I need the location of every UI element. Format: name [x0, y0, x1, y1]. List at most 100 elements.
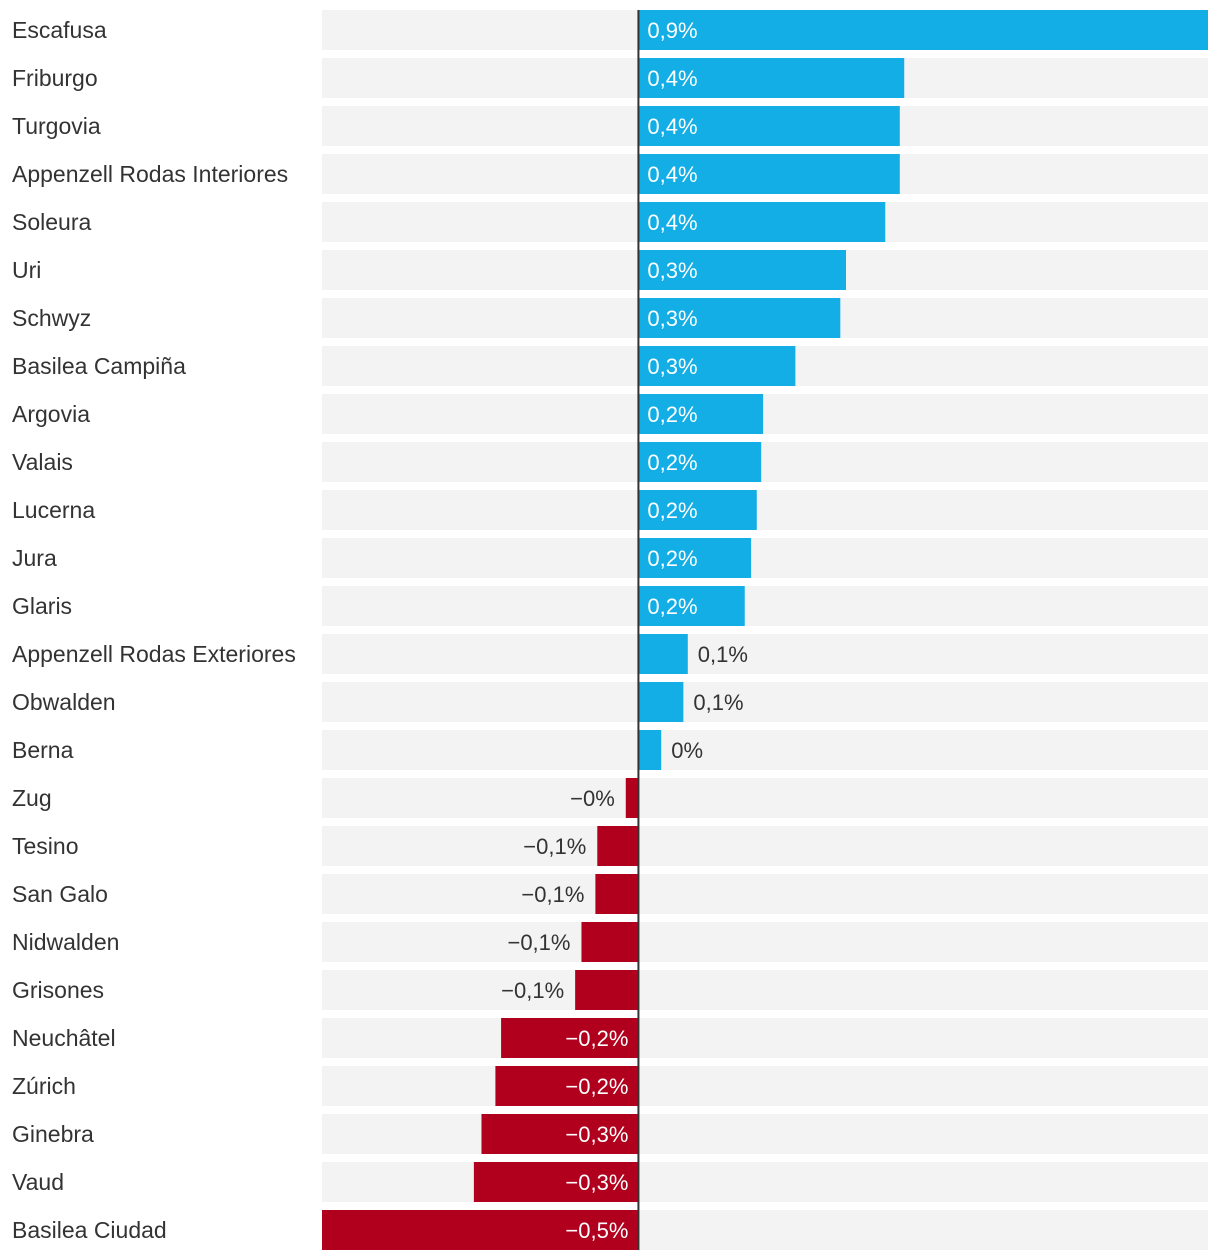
- category-label: Neuchâtel: [12, 1025, 116, 1051]
- bar-track: [322, 1066, 1208, 1106]
- bar: [638, 586, 745, 626]
- category-label: Appenzell Rodas Exteriores: [12, 641, 296, 667]
- value-label: 0,2%: [647, 546, 697, 571]
- bar-track: [322, 874, 1208, 914]
- bar-row: Lucerna 0,2%: [12, 490, 1208, 530]
- category-label: San Galo: [12, 881, 108, 907]
- bar: [638, 730, 662, 770]
- bar-row: Zúrich −0,2%: [12, 1066, 1208, 1106]
- value-label: −0,2%: [565, 1026, 628, 1051]
- bar-row: Nidwalden −0,1%: [12, 922, 1208, 962]
- value-label: 0,3%: [647, 258, 697, 283]
- bar: [638, 682, 684, 722]
- category-label: Nidwalden: [12, 929, 119, 955]
- value-label: −0,3%: [565, 1122, 628, 1147]
- bar: [638, 394, 764, 434]
- value-label: 0,3%: [647, 354, 697, 379]
- value-label: 0,4%: [647, 66, 697, 91]
- bar-row: Neuchâtel −0,2%: [12, 1018, 1208, 1058]
- bar: [581, 922, 639, 962]
- value-label: −0,2%: [565, 1074, 628, 1099]
- bar-row: Appenzell Rodas Interiores 0,4%: [12, 154, 1208, 194]
- value-label: −0,5%: [565, 1218, 628, 1243]
- value-label: 0,2%: [647, 594, 697, 619]
- category-label: Basilea Ciudad: [12, 1217, 167, 1243]
- bar-track: [322, 826, 1208, 866]
- value-label: 0%: [671, 738, 703, 763]
- bar-track: [322, 394, 1208, 434]
- bar-row: Glaris 0,2%: [12, 586, 1208, 626]
- bar-row: Zug −0%: [12, 778, 1208, 818]
- category-label: Turgovia: [12, 113, 101, 139]
- category-label: Friburgo: [12, 65, 98, 91]
- bar-track: [322, 634, 1208, 674]
- category-label: Glaris: [12, 593, 72, 619]
- bar-row: Appenzell Rodas Exteriores 0,1%: [12, 634, 1208, 674]
- bar-row: Escafusa 0,9%: [12, 10, 1208, 50]
- category-label: Zúrich: [12, 1073, 76, 1099]
- bar-track: [322, 730, 1208, 770]
- value-label: 0,2%: [647, 498, 697, 523]
- bar-track: [322, 442, 1208, 482]
- bar-track: [322, 586, 1208, 626]
- bar-row: Jura 0,2%: [12, 538, 1208, 578]
- bar-row: Berna 0%: [12, 730, 1208, 770]
- bar-row: Argovia 0,2%: [12, 394, 1208, 434]
- bar-row: Basilea Ciudad −0,5%: [12, 1210, 1208, 1250]
- value-label: −0,1%: [501, 978, 564, 1003]
- bar-row: Uri 0,3%: [12, 250, 1208, 290]
- bar: [595, 874, 639, 914]
- bar-row: Turgovia 0,4%: [12, 106, 1208, 146]
- category-label: Ginebra: [12, 1121, 94, 1147]
- bar: [501, 1018, 639, 1058]
- bar-track: [322, 922, 1208, 962]
- value-label: 0,4%: [647, 210, 697, 235]
- category-label: Valais: [12, 449, 73, 475]
- bar-track: [322, 682, 1208, 722]
- bar: [495, 1066, 639, 1106]
- bar: [638, 490, 757, 530]
- bar-track: [322, 778, 1208, 818]
- bar: [638, 250, 847, 290]
- category-label: Schwyz: [12, 305, 91, 331]
- bar: [575, 970, 639, 1010]
- bar-row: Tesino −0,1%: [12, 826, 1208, 866]
- value-label: 0,1%: [693, 690, 743, 715]
- category-label: Grisones: [12, 977, 104, 1003]
- bar-track: [322, 970, 1208, 1010]
- value-label: 0,2%: [647, 402, 697, 427]
- bar: [638, 634, 688, 674]
- value-label: −0,1%: [507, 930, 570, 955]
- value-label: 0,2%: [647, 450, 697, 475]
- bar: [638, 202, 886, 242]
- bar: [638, 346, 796, 386]
- bar: [638, 538, 752, 578]
- bar-row: Soleura 0,4%: [12, 202, 1208, 242]
- category-label: Soleura: [12, 209, 91, 235]
- bar-row: Valais 0,2%: [12, 442, 1208, 482]
- bar-row: Vaud −0,3%: [12, 1162, 1208, 1202]
- category-label: Vaud: [12, 1169, 64, 1195]
- category-label: Tesino: [12, 833, 78, 859]
- category-label: Uri: [12, 257, 41, 283]
- bar-row: Ginebra −0,3%: [12, 1114, 1208, 1154]
- bar: [638, 58, 905, 98]
- bar: [473, 1162, 639, 1202]
- category-label: Obwalden: [12, 689, 116, 715]
- value-label: −0%: [570, 786, 615, 811]
- category-label: Argovia: [12, 401, 90, 427]
- category-label: Escafusa: [12, 17, 107, 43]
- value-label: −0,1%: [523, 834, 586, 859]
- bar-track: [322, 1162, 1208, 1202]
- bar: [638, 106, 900, 146]
- category-label: Zug: [12, 785, 52, 811]
- bar: [638, 154, 900, 194]
- value-label: 0,4%: [647, 114, 697, 139]
- bar: [481, 1114, 639, 1154]
- bar-row: Friburgo 0,4%: [12, 58, 1208, 98]
- bar: [638, 442, 762, 482]
- bar: [322, 1210, 639, 1250]
- bar: [597, 826, 639, 866]
- value-label: −0,3%: [565, 1170, 628, 1195]
- bar-row: Obwalden 0,1%: [12, 682, 1208, 722]
